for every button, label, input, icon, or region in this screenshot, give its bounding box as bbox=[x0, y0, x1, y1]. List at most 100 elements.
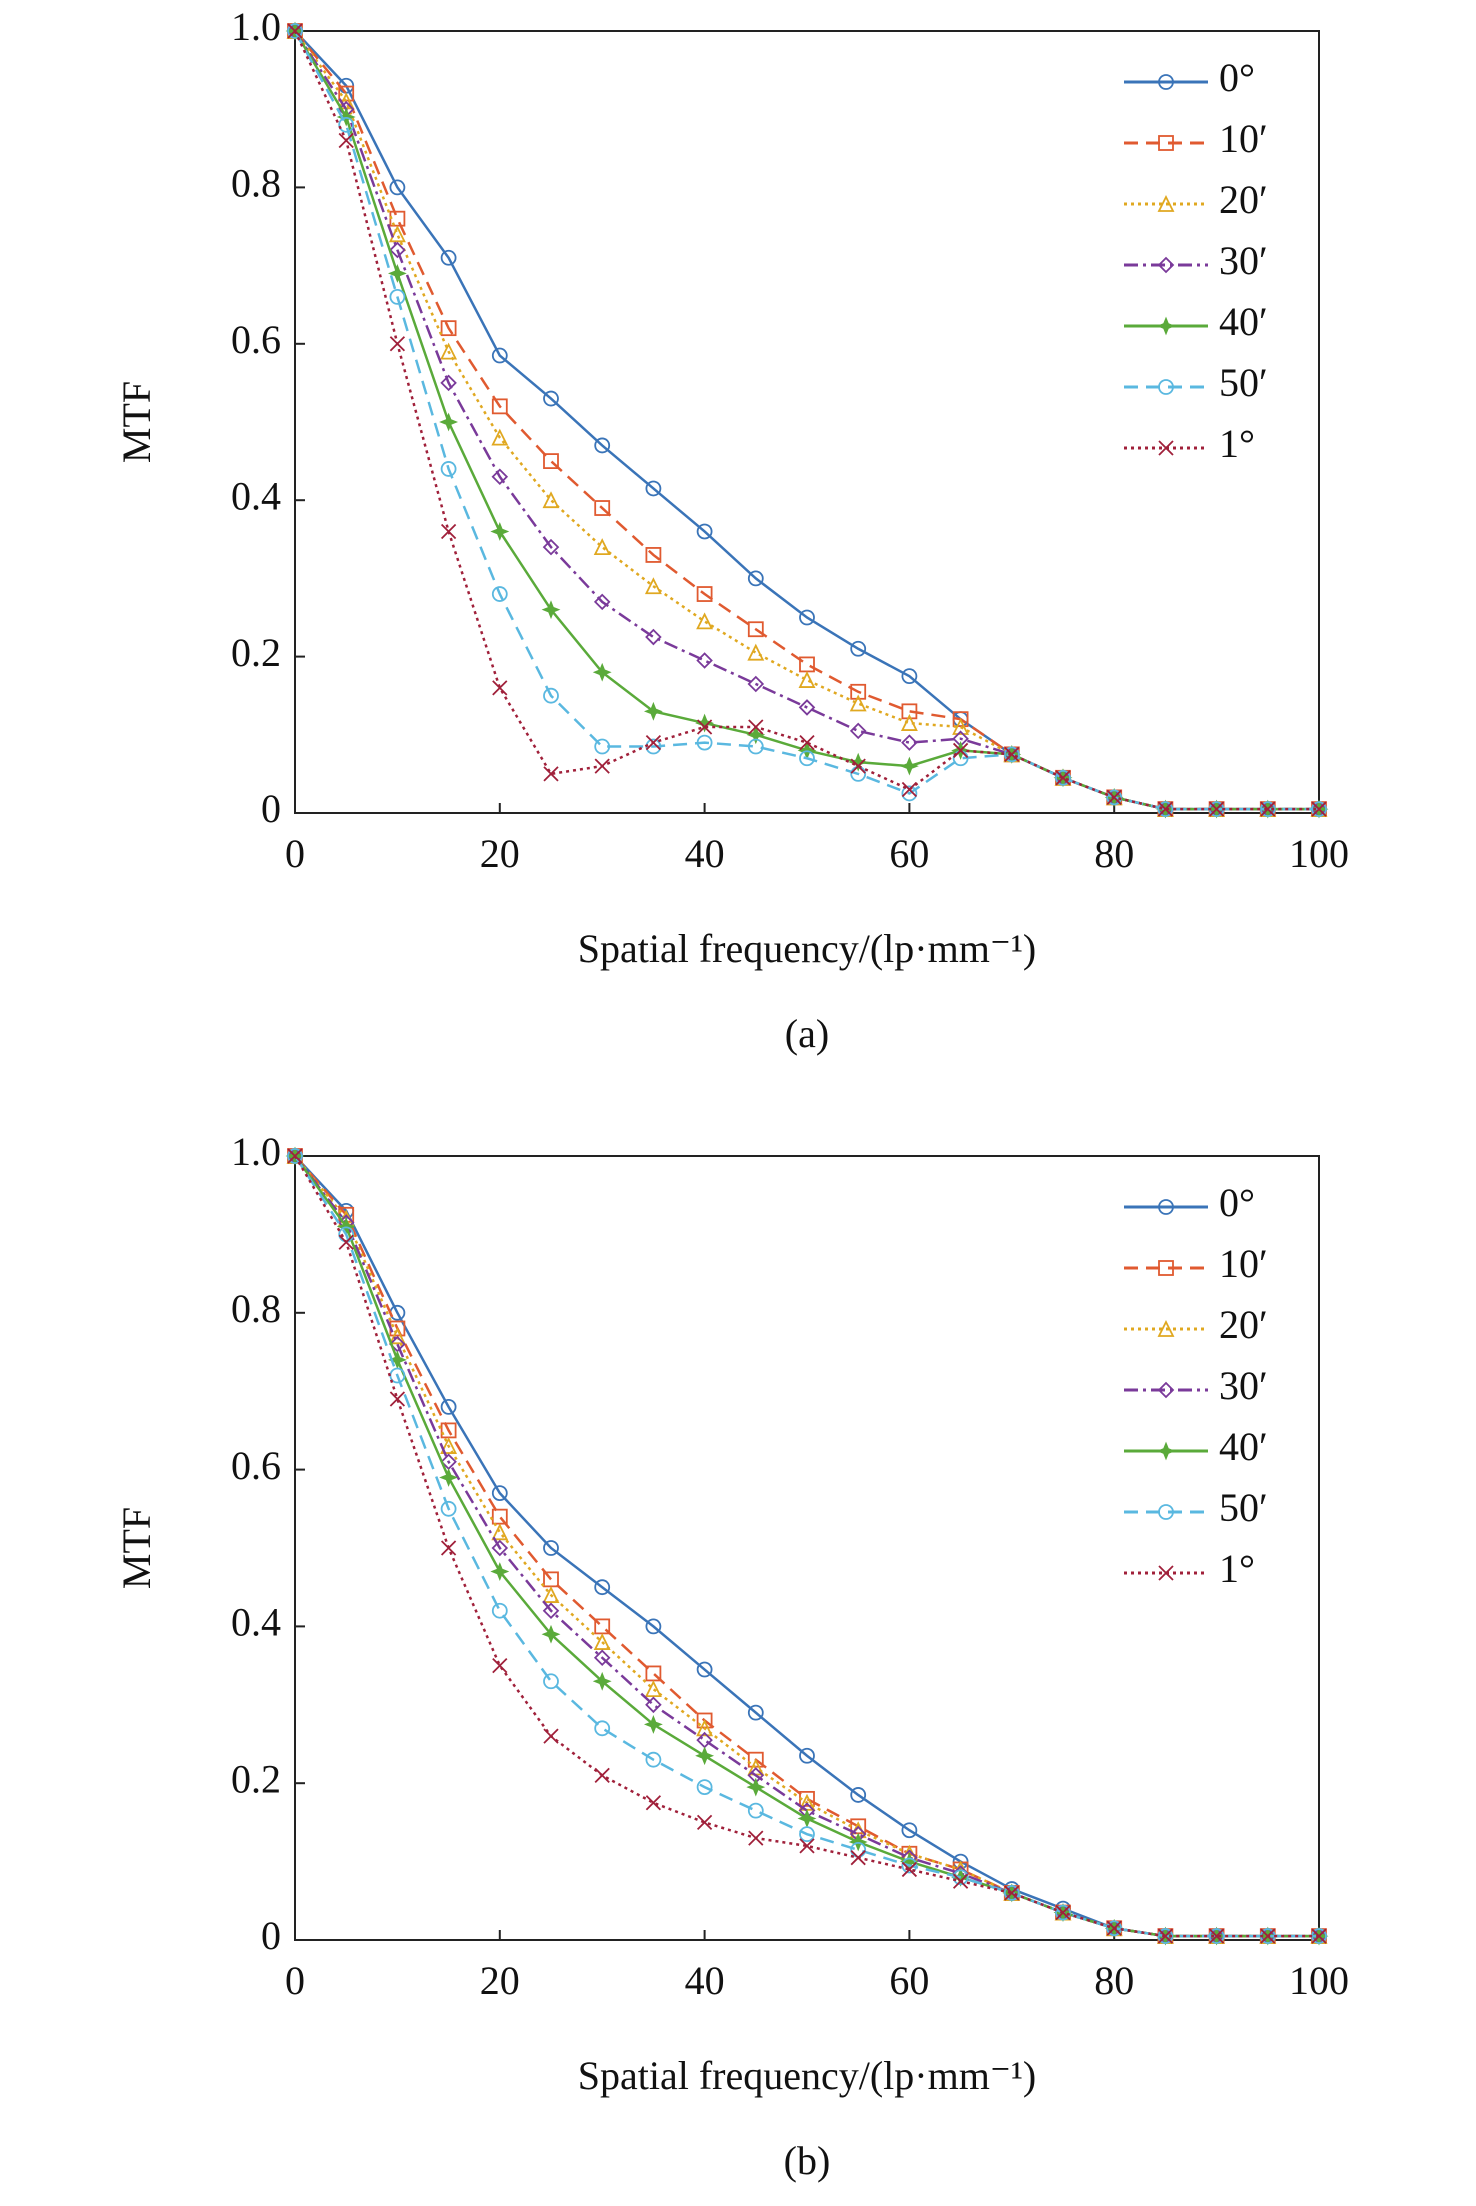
marker bbox=[696, 652, 713, 669]
marker bbox=[1158, 1504, 1174, 1520]
marker bbox=[492, 680, 508, 696]
y-tick-label: 0 bbox=[261, 1913, 281, 1958]
y-tick-label: 0.4 bbox=[231, 1600, 281, 1645]
marker bbox=[952, 742, 969, 759]
y-tick-label: 0.6 bbox=[231, 1443, 281, 1488]
marker bbox=[592, 1671, 612, 1691]
marker bbox=[696, 734, 713, 751]
marker bbox=[594, 1767, 610, 1783]
marker bbox=[542, 491, 560, 509]
marker bbox=[1106, 789, 1123, 806]
marker bbox=[799, 1747, 815, 1764]
marker bbox=[1158, 1565, 1174, 1581]
marker bbox=[440, 461, 457, 477]
legend-label: 1° bbox=[1219, 421, 1255, 466]
marker bbox=[1311, 801, 1327, 817]
marker bbox=[747, 738, 764, 755]
marker bbox=[387, 1350, 407, 1370]
marker bbox=[901, 668, 918, 685]
marker bbox=[439, 412, 459, 432]
y-tick-label: 0.4 bbox=[231, 473, 281, 518]
marker bbox=[1055, 1904, 1071, 1921]
marker bbox=[593, 1649, 611, 1667]
marker bbox=[594, 437, 611, 454]
marker bbox=[645, 628, 662, 646]
marker bbox=[491, 468, 509, 486]
legend-label: 10′ bbox=[1219, 1241, 1268, 1286]
marker bbox=[1106, 1920, 1122, 1936]
legend-label: 40′ bbox=[1219, 1424, 1268, 1469]
marker bbox=[1158, 135, 1174, 151]
marker bbox=[645, 1696, 662, 1714]
marker bbox=[696, 1814, 713, 1831]
marker bbox=[543, 390, 559, 407]
marker bbox=[1158, 1199, 1174, 1215]
y-tick-label: 0.8 bbox=[231, 161, 281, 206]
marker bbox=[1158, 379, 1174, 395]
marker bbox=[645, 1795, 662, 1811]
legend-label: 30′ bbox=[1219, 1363, 1268, 1408]
legend-label: 20′ bbox=[1219, 177, 1268, 222]
marker bbox=[1208, 1928, 1225, 1944]
legend-label: 0° bbox=[1219, 55, 1255, 100]
legend-label: 0° bbox=[1219, 1180, 1255, 1225]
marker bbox=[592, 662, 612, 682]
marker bbox=[901, 1861, 918, 1878]
marker bbox=[389, 1391, 406, 1407]
series-line bbox=[293, 30, 1319, 811]
series-line bbox=[293, 30, 1319, 811]
marker bbox=[1157, 256, 1175, 274]
y-tick-label: 0.6 bbox=[231, 317, 281, 362]
y-tick-label: 1.0 bbox=[231, 1129, 281, 1174]
marker bbox=[901, 734, 918, 751]
marker bbox=[643, 701, 663, 721]
marker bbox=[1259, 801, 1276, 817]
marker bbox=[1055, 770, 1071, 786]
marker bbox=[696, 612, 714, 630]
x-tick-label: 40 bbox=[685, 831, 725, 876]
marker bbox=[747, 643, 765, 661]
marker bbox=[389, 179, 406, 196]
marker bbox=[440, 1437, 458, 1454]
legend-label: 10′ bbox=[1219, 116, 1268, 161]
marker bbox=[849, 722, 867, 740]
marker bbox=[492, 1657, 508, 1674]
marker bbox=[695, 713, 715, 733]
marker bbox=[747, 1704, 764, 1721]
marker bbox=[1157, 194, 1175, 212]
marker bbox=[952, 1873, 969, 1889]
marker bbox=[1156, 1441, 1176, 1461]
marker bbox=[1004, 746, 1020, 762]
marker bbox=[439, 1468, 459, 1487]
marker bbox=[440, 320, 457, 337]
marker bbox=[542, 1602, 560, 1619]
marker bbox=[1157, 1928, 1174, 1944]
marker bbox=[748, 1830, 764, 1846]
marker bbox=[850, 683, 867, 700]
marker bbox=[1157, 801, 1174, 817]
marker bbox=[799, 1838, 815, 1854]
marker bbox=[1158, 74, 1174, 90]
marker bbox=[696, 586, 713, 602]
marker bbox=[543, 1540, 559, 1556]
marker bbox=[338, 132, 354, 149]
marker bbox=[1208, 801, 1225, 817]
marker bbox=[643, 1714, 663, 1734]
marker bbox=[388, 1327, 406, 1345]
x-tick-label: 60 bbox=[889, 1958, 929, 2003]
marker bbox=[900, 714, 918, 731]
marker bbox=[594, 1720, 611, 1737]
caption: (a) bbox=[785, 1011, 829, 1056]
marker bbox=[543, 1673, 559, 1690]
marker bbox=[491, 1523, 509, 1541]
legend-label: 50′ bbox=[1219, 1485, 1268, 1530]
x-tick-label: 80 bbox=[1094, 831, 1134, 876]
marker bbox=[1003, 746, 1020, 763]
marker bbox=[746, 725, 766, 745]
marker bbox=[850, 758, 866, 774]
marker bbox=[952, 1869, 969, 1886]
marker bbox=[797, 1809, 817, 1828]
y-tick-label: 0 bbox=[261, 786, 281, 831]
marker bbox=[338, 1234, 354, 1250]
